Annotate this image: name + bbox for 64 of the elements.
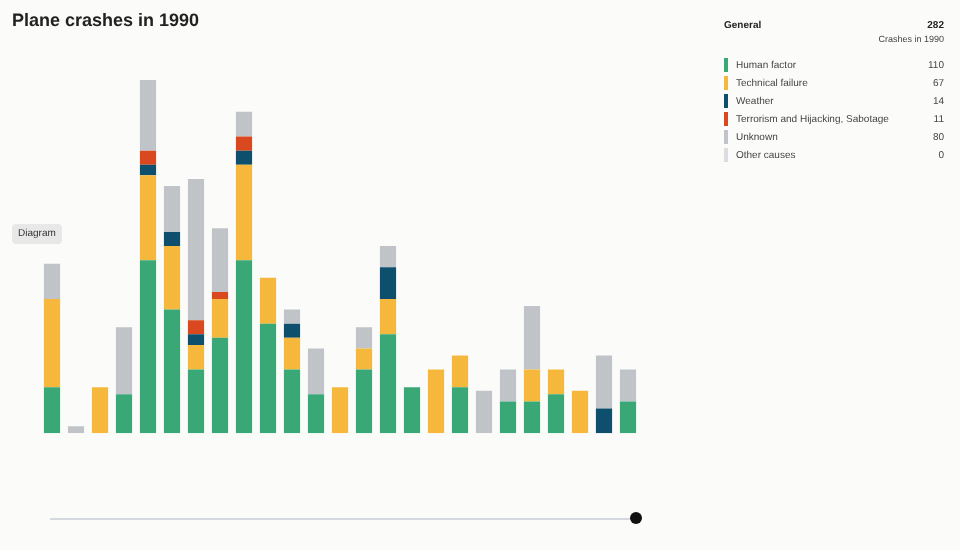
bar [187, 344, 205, 370]
bar [523, 401, 541, 434]
bar [571, 390, 589, 434]
bar [475, 390, 493, 434]
bar [187, 334, 205, 345]
bar [499, 369, 517, 402]
bar [451, 387, 469, 434]
bar [163, 185, 181, 232]
bar [211, 337, 229, 434]
bar [355, 369, 373, 434]
bar [283, 323, 301, 338]
bar [235, 164, 253, 261]
bar [211, 291, 229, 299]
bar [307, 348, 325, 395]
bar [115, 327, 133, 395]
bar [67, 426, 85, 434]
bar [235, 111, 253, 137]
bar [187, 178, 205, 321]
bar [523, 369, 541, 402]
bar [307, 394, 325, 434]
bar [163, 309, 181, 434]
bar [115, 394, 133, 434]
bar [235, 150, 253, 165]
bar [379, 246, 397, 268]
bar [43, 387, 61, 434]
bar [139, 80, 157, 151]
bar [139, 164, 157, 176]
bar [547, 394, 565, 434]
bar [187, 320, 205, 335]
bar [451, 355, 469, 388]
bar [91, 387, 109, 434]
bar [595, 408, 613, 434]
bar [427, 369, 445, 434]
bar [523, 306, 541, 370]
bar [403, 387, 421, 434]
bar [379, 267, 397, 299]
bar [211, 228, 229, 292]
bar [379, 334, 397, 434]
bar [211, 298, 229, 338]
bar [163, 231, 181, 246]
bar [235, 136, 253, 151]
bar [331, 387, 349, 434]
bar [43, 263, 61, 299]
bar [379, 298, 397, 335]
bar [355, 348, 373, 370]
bar [139, 175, 157, 261]
bar [187, 369, 205, 434]
bar [259, 277, 277, 324]
bar [163, 246, 181, 310]
bar [283, 369, 301, 434]
bar [619, 369, 637, 402]
bar [259, 323, 277, 434]
bar [235, 260, 253, 434]
bar [619, 401, 637, 434]
bar [547, 369, 565, 395]
bar [283, 309, 301, 324]
bar [595, 355, 613, 409]
chart-title: Plane crashes in 1990 [12, 10, 200, 30]
bar [355, 327, 373, 349]
bar [139, 150, 157, 165]
bar [139, 260, 157, 434]
bar [43, 298, 61, 388]
bar [499, 401, 517, 434]
bar [283, 337, 301, 370]
